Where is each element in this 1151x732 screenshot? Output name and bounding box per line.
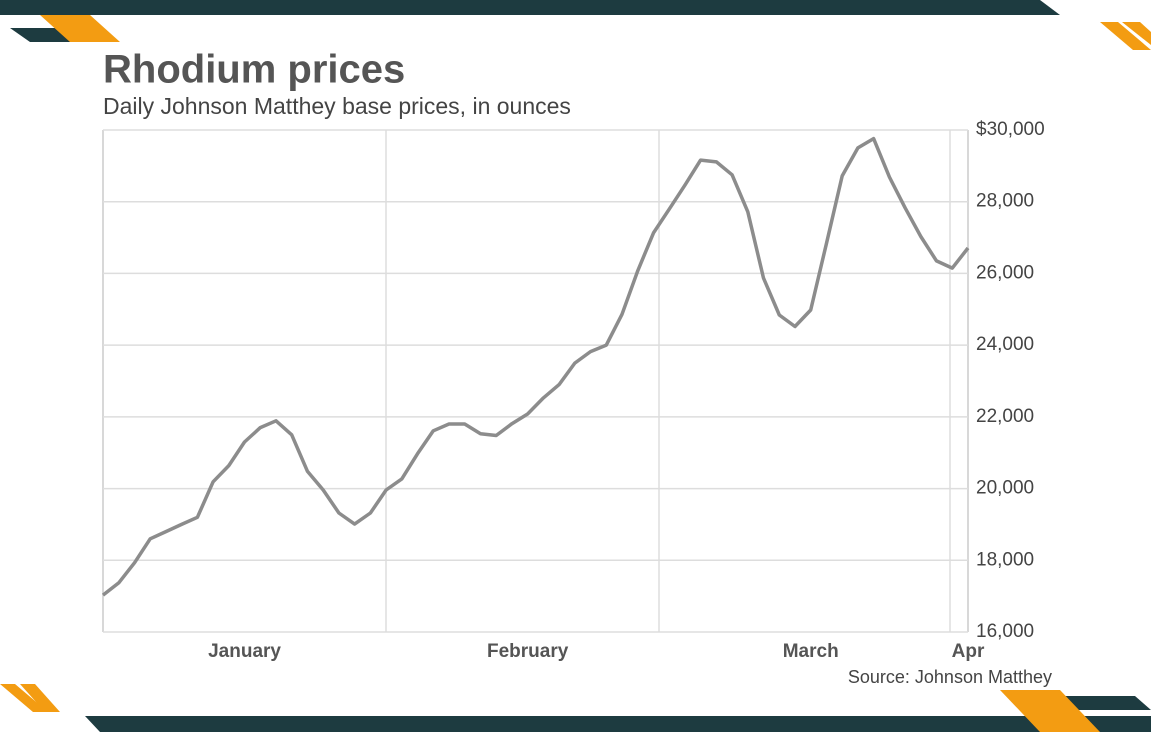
- x-tick-label: Apr: [952, 641, 985, 662]
- chart-title: Rhodium prices: [103, 48, 405, 92]
- x-tick-label: March: [783, 641, 839, 662]
- y-tick-label: 26,000: [976, 262, 1034, 283]
- y-tick-label: 20,000: [976, 478, 1034, 499]
- x-tick-label: January: [208, 641, 281, 662]
- y-tick-label: 18,000: [976, 549, 1034, 570]
- month-dividers: [102, 130, 969, 632]
- price-line: [101, 136, 970, 597]
- source: Source: Johnson Matthey: [848, 667, 1052, 687]
- y-tick-label: $30,000: [976, 119, 1045, 140]
- y-tick-label: 22,000: [976, 406, 1034, 427]
- y-tick-label: 28,000: [976, 191, 1034, 212]
- x-tick-label: February: [487, 641, 569, 662]
- y-tick-label: 24,000: [976, 334, 1034, 355]
- chart-subtitle: Daily Johnson Matthey base prices, in ou…: [103, 93, 571, 119]
- y-tick-label: 16,000: [976, 621, 1034, 642]
